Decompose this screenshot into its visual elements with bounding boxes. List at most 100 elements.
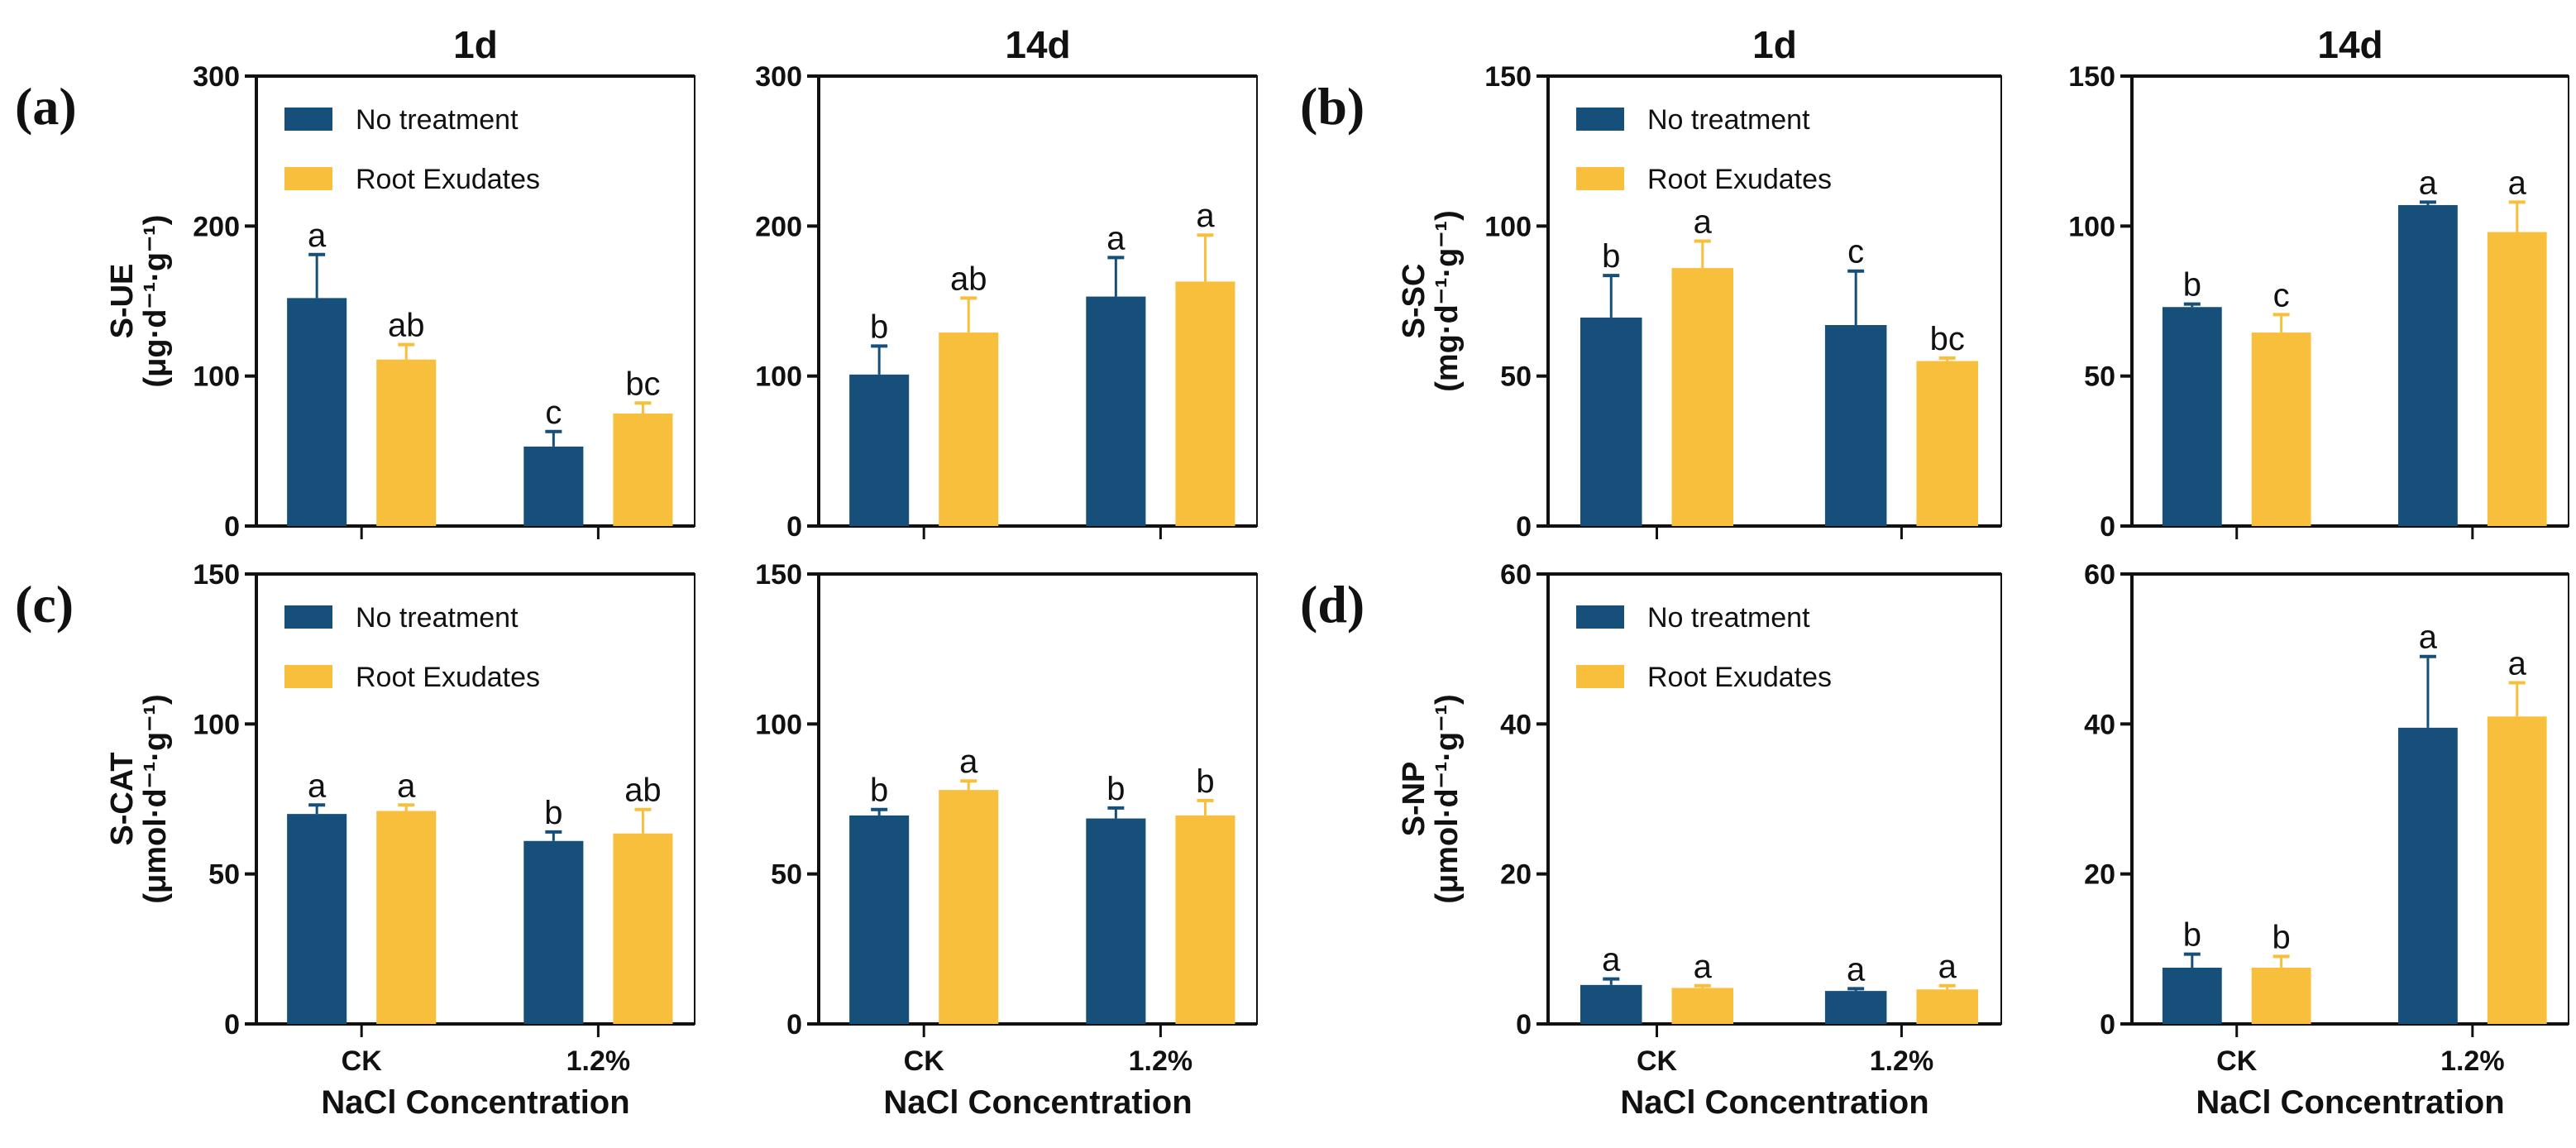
x-tick-label: CK [2216, 1045, 2258, 1077]
significance-letter: a [1847, 951, 1866, 988]
chart-title: 14d [2317, 23, 2382, 66]
chart-panel: 0 100 200 300 b a ab a 14d [755, 23, 1258, 543]
y-tick-label: 20 [1500, 859, 1532, 891]
significance-letter: a [2419, 619, 2438, 656]
significance-letter: a [2508, 645, 2527, 682]
x-tick-label: 1.2% [1870, 1045, 1934, 1077]
significance-letter: b [1602, 238, 1620, 275]
x-tick-label: CK [904, 1045, 945, 1077]
y-tick-label: 100 [755, 709, 802, 740]
bar-no-treatment [287, 298, 347, 526]
y-tick-label: 150 [193, 559, 240, 591]
legend-swatch-no-treatment [1576, 605, 1624, 629]
bar-no-treatment [849, 815, 910, 1024]
bar-no-treatment [2398, 727, 2458, 1024]
y-tick-label: 100 [755, 361, 802, 393]
significance-letter: a [1694, 949, 1713, 985]
significance-letter: ab [950, 261, 987, 297]
y-tick-label: 100 [2068, 211, 2115, 242]
significance-letter: b [1106, 771, 1125, 807]
y-axis-title: S-NP [1397, 762, 1431, 837]
significance-letter: b [2272, 919, 2290, 955]
significance-letter: bc [1930, 321, 1965, 357]
x-tick-label: CK [342, 1045, 383, 1077]
y-axis-unit: (μg·d⁻¹·g⁻¹) [138, 215, 173, 388]
bar-root-exudates [613, 833, 673, 1024]
chart-panel: 0 20 40 60 CK 1.2% NaCl Concentration b a b a [2084, 559, 2569, 1121]
panel-label: (c) [15, 575, 74, 634]
significance-letter: c [545, 395, 562, 431]
significance-letter: c [2273, 277, 2290, 313]
bar-root-exudates [2487, 232, 2547, 526]
significance-letter: ab [624, 773, 662, 809]
y-axis-title: S-UE [105, 264, 140, 339]
y-tick-label: 0 [786, 511, 802, 543]
bar-no-treatment [1580, 984, 1642, 1024]
chart-title: 1d [453, 23, 498, 66]
bar-no-treatment [2162, 307, 2222, 526]
bar-no-treatment [1824, 991, 1887, 1024]
x-axis-title: NaCl Concentration [883, 1084, 1192, 1121]
y-tick-label: 200 [193, 211, 240, 242]
x-axis-title: NaCl Concentration [321, 1084, 629, 1121]
bar-no-treatment [2398, 204, 2458, 527]
y-axis-title: S-CAT [105, 752, 140, 845]
bar-no-treatment [1580, 317, 1642, 526]
y-tick-label: 0 [2100, 1009, 2115, 1040]
significance-letter: a [2419, 165, 2438, 201]
y-tick-label: 0 [224, 1009, 240, 1040]
bar-no-treatment [523, 840, 584, 1024]
y-tick-label: 0 [1516, 511, 1532, 543]
y-axis-title: S-SC [1397, 264, 1431, 339]
y-tick-label: 150 [755, 559, 802, 591]
legend-label: No treatment [1647, 602, 1810, 634]
legend-label: No treatment [1647, 104, 1810, 136]
legend-swatch-root-exudates [284, 167, 332, 190]
bar-root-exudates [1916, 989, 1978, 1024]
significance-letter: b [2183, 917, 2201, 954]
y-tick-label: 60 [2084, 559, 2115, 591]
y-tick-label: 0 [224, 511, 240, 543]
bar-no-treatment [2162, 968, 2222, 1024]
y-axis-unit: (mg·d⁻¹·g⁻¹) [1430, 210, 1465, 391]
significance-letter: b [2183, 267, 2201, 304]
bar-root-exudates [376, 811, 437, 1024]
y-tick-label: 0 [786, 1009, 802, 1040]
y-tick-label: 300 [193, 61, 240, 93]
bar-no-treatment [1824, 325, 1887, 526]
significance-letter: bc [625, 366, 660, 402]
y-tick-label: 40 [2084, 709, 2115, 740]
y-tick-label: 100 [193, 709, 240, 740]
legend-label: Root Exudates [1647, 164, 1832, 195]
chart-title: 14d [1005, 23, 1070, 66]
significance-letter: ab [388, 308, 425, 344]
significance-letter: b [870, 309, 888, 345]
legend-label: No treatment [356, 104, 519, 136]
bar-root-exudates [2251, 332, 2311, 526]
y-tick-label: 50 [2084, 361, 2115, 393]
legend-swatch-no-treatment [284, 605, 332, 629]
bar-root-exudates [939, 332, 999, 526]
bar-root-exudates [2487, 716, 2547, 1024]
bar-root-exudates [939, 790, 999, 1024]
legend-swatch-root-exudates [1576, 665, 1624, 688]
significance-letter: a [1196, 198, 1215, 234]
y-tick-label: 300 [755, 61, 802, 93]
significance-letter: a [1602, 942, 1621, 978]
chart-panel: 0 50 100 150 CK 1.2% NaCl Concentration b b a b [755, 559, 1258, 1121]
x-axis-title: NaCl Concentration [2196, 1084, 2504, 1121]
y-tick-label: 150 [2068, 61, 2115, 93]
y-tick-label: 50 [208, 859, 240, 891]
chart-panel: 0 50 100 150 b a c a 14d [2068, 23, 2569, 543]
legend-label: Root Exudates [356, 662, 540, 693]
legend-swatch-root-exudates [284, 665, 332, 688]
legend-swatch-no-treatment [1576, 108, 1624, 131]
significance-letter: a [1694, 203, 1713, 240]
y-tick-label: 60 [1500, 559, 1532, 591]
x-tick-label: CK [1637, 1045, 1678, 1077]
significance-letter: a [1938, 949, 1957, 985]
chart-panel: 0 100 200 300 a c ab bc 1d S-UE(μg·d⁻¹·g⁻¹) No tre… [15, 23, 695, 543]
panel-label: (d) [1300, 575, 1364, 634]
significance-letter: a [959, 744, 978, 780]
